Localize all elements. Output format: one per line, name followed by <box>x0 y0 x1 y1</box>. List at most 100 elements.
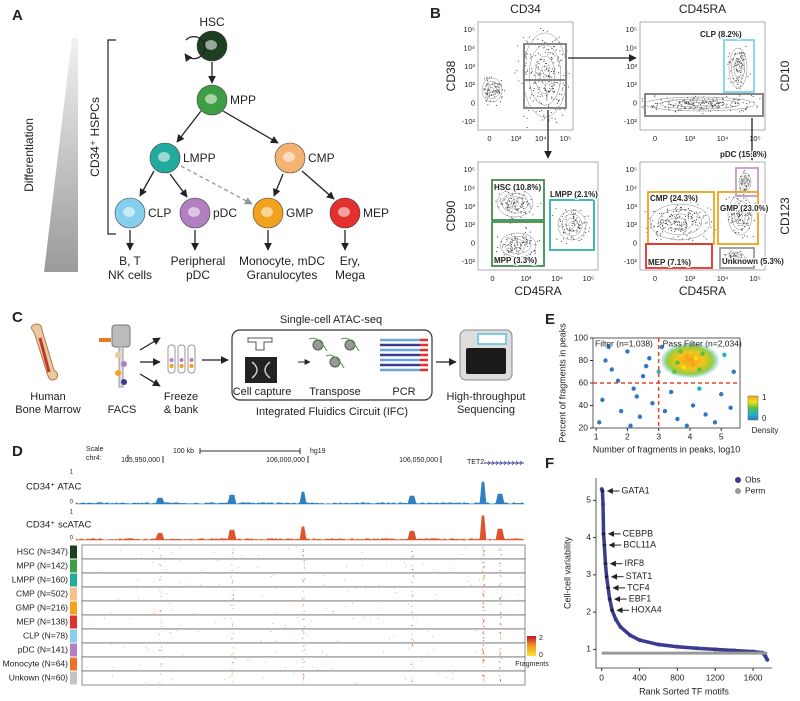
flow-event <box>494 83 496 85</box>
flow-event <box>512 218 514 220</box>
arrow <box>169 173 188 198</box>
flow-event <box>526 238 528 240</box>
flow-event <box>530 237 532 239</box>
fragment <box>499 633 501 635</box>
row-label: Unkown (N=60) <box>9 672 68 682</box>
x-axis-label: Rank Sorted TF motifs <box>639 686 729 696</box>
fragment <box>411 551 413 552</box>
fragment <box>302 630 304 632</box>
dna <box>308 337 328 352</box>
fragment <box>345 606 347 607</box>
x-tick-label: 400 <box>632 672 646 682</box>
fragment <box>476 630 477 632</box>
flow-event <box>489 86 491 88</box>
flow-event <box>687 102 689 104</box>
flow-event <box>525 241 527 243</box>
flow-event <box>713 104 716 106</box>
gene-strand <box>499 460 503 466</box>
flow-event <box>523 115 525 117</box>
cell-nucleus <box>338 207 350 217</box>
fragment <box>302 662 304 663</box>
point <box>650 401 655 406</box>
fragment <box>499 584 501 586</box>
point <box>634 394 639 399</box>
flow-event <box>670 224 672 226</box>
flow-event <box>538 87 540 89</box>
fragment <box>498 549 500 551</box>
x-tick-label: 10⁴ <box>535 134 547 143</box>
flow-event <box>539 101 541 103</box>
fragment <box>483 561 485 563</box>
flow-event <box>734 103 736 105</box>
flow-event <box>504 90 506 92</box>
flow-event <box>691 216 693 218</box>
flow-event <box>741 225 743 227</box>
fragment <box>482 648 483 650</box>
flow-event <box>702 112 704 115</box>
flow-event <box>740 56 742 58</box>
fragment <box>500 616 502 618</box>
fragment <box>139 665 141 666</box>
flow-event <box>739 111 741 113</box>
fragment <box>500 604 502 606</box>
flow-event <box>683 221 685 223</box>
coverage-track <box>75 481 525 505</box>
flow-event <box>527 109 530 112</box>
fragment <box>482 602 484 604</box>
flow-event <box>497 247 499 249</box>
y-tick-label: 10² <box>464 220 475 229</box>
flow-event <box>534 250 536 252</box>
fragment <box>346 566 347 568</box>
fragment <box>302 555 304 557</box>
fragment <box>483 567 485 569</box>
flow-event <box>507 237 509 239</box>
fragment <box>129 618 131 619</box>
flow-contour <box>509 239 527 251</box>
flow-event <box>543 46 546 48</box>
flow-event <box>501 241 503 243</box>
flow-event <box>528 36 531 38</box>
fragment <box>483 675 485 676</box>
point <box>712 420 718 425</box>
label: Cell capture <box>233 386 292 398</box>
flow-event <box>684 102 686 104</box>
flow-event <box>652 105 655 107</box>
axis-label: CD10 <box>778 60 792 91</box>
fragment <box>471 584 473 585</box>
flow-event <box>516 198 518 200</box>
point <box>694 646 699 651</box>
flow-event <box>716 97 718 99</box>
flow-event <box>551 58 553 61</box>
fragment <box>302 549 304 551</box>
fragment <box>483 652 485 654</box>
fragment <box>500 638 502 639</box>
flow-event <box>494 90 497 92</box>
fragment <box>482 606 484 607</box>
flow-event <box>744 169 746 171</box>
flow-event <box>503 199 505 201</box>
fragment <box>482 681 484 683</box>
flow-event <box>661 212 663 214</box>
flow-event <box>518 80 520 82</box>
flow-event <box>514 247 516 249</box>
point <box>697 386 702 391</box>
flow-event <box>742 237 744 239</box>
flow-plot-frame <box>477 161 599 271</box>
fragment <box>500 596 502 597</box>
point <box>637 638 642 643</box>
flow-event <box>746 180 748 182</box>
flow-event <box>742 55 744 57</box>
x-tick-label: 2 <box>625 431 630 441</box>
flow-event <box>530 54 532 56</box>
flow-event <box>734 254 736 256</box>
flow-event <box>652 106 654 108</box>
flow-event <box>557 58 559 60</box>
flow-event <box>542 81 544 83</box>
fragment <box>405 678 406 680</box>
flow-event <box>537 52 539 54</box>
fragment <box>483 578 484 580</box>
flow-event <box>546 30 548 32</box>
y-axis-label: Cell-cell variability <box>562 536 572 609</box>
fragment <box>232 632 234 634</box>
